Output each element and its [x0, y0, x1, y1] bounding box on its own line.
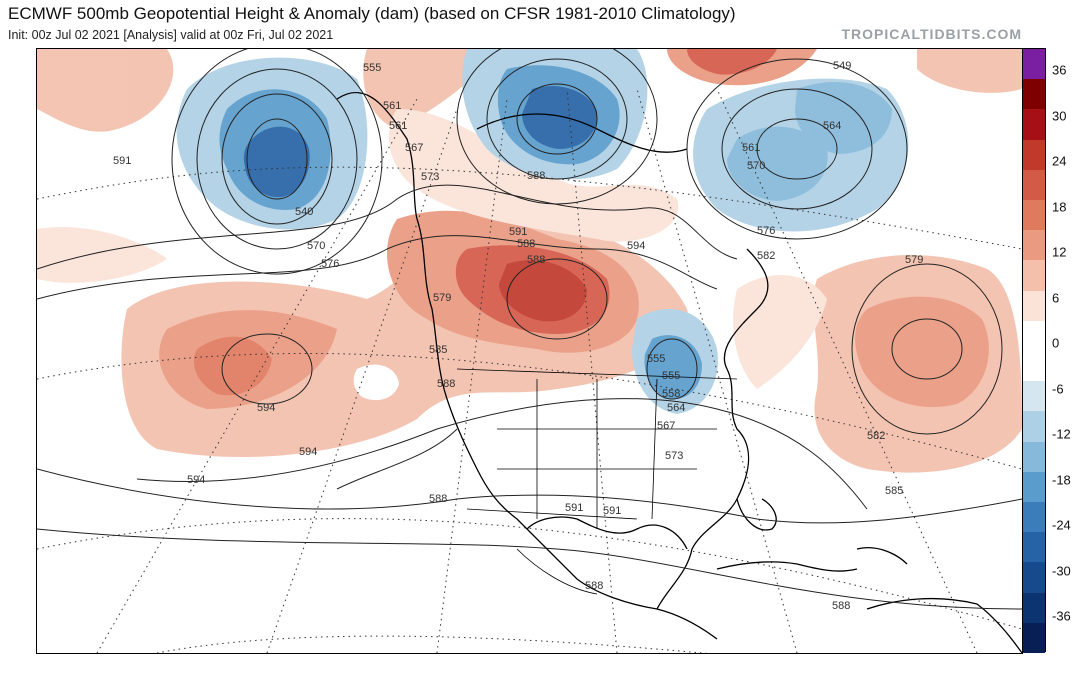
contour-label: 570 [747, 160, 765, 172]
colorbar-label: 30 [1052, 108, 1067, 123]
colorbar-segment [1023, 502, 1045, 533]
contour-label: 555 [662, 370, 680, 382]
colorbar-label: 6 [1052, 290, 1060, 305]
contour-label: 594 [627, 240, 645, 252]
colorbar-segment [1023, 562, 1045, 594]
contour-label: 567 [657, 420, 675, 432]
contour-label: 582 [757, 250, 775, 262]
contour-label: 561 [389, 120, 407, 132]
colorbar-segment [1023, 411, 1045, 443]
colorbar-label: 36 [1052, 62, 1067, 78]
contour-label: 588 [527, 170, 545, 182]
contour-label: 591 [509, 226, 527, 238]
contour-label: 588 [832, 600, 850, 612]
colorbar-segment [1023, 49, 1045, 80]
contour-label: 591 [113, 155, 131, 167]
map-title: ECMWF 500mb Geopotential Height & Anomal… [8, 4, 736, 23]
anomaly-colorbar [1022, 48, 1046, 654]
colorbar-label: 12 [1052, 244, 1067, 260]
colorbar-label: -36 [1052, 608, 1071, 624]
contour-label: 582 [867, 430, 885, 442]
colorbar-label: -18 [1052, 472, 1071, 487]
height-contours [37, 49, 1022, 610]
colorbar-segment [1023, 622, 1045, 654]
colorbar-segment [1023, 169, 1045, 201]
contour-label: 576 [757, 225, 775, 237]
colorbar-segment [1023, 200, 1045, 231]
colorbar-segment [1023, 139, 1045, 171]
contour-label: 564 [823, 120, 841, 132]
contour-label: 555 [647, 353, 665, 365]
contour-label: 591 [603, 505, 621, 517]
contour-label: 594 [299, 446, 317, 458]
colorbar-segment [1023, 441, 1045, 473]
contour-label: 573 [665, 450, 683, 462]
contour-label: 588 [437, 378, 455, 390]
contour-label: 591 [565, 502, 583, 514]
contour-label: 570 [307, 240, 325, 252]
colorbar-segment [1023, 79, 1045, 110]
contour-label: 561 [383, 100, 401, 112]
contour-label: 573 [421, 171, 439, 183]
colorbar-segment [1023, 230, 1045, 261]
map-canvas: 5555615615675735405705765795855885945915… [37, 49, 1022, 653]
colorbar-segment [1023, 290, 1045, 322]
contour-label: 585 [885, 485, 903, 497]
colorbar-segment [1023, 351, 1045, 382]
brand-watermark[interactable]: TROPICALTIDBITS.COM [841, 26, 1022, 42]
colorbar-segment [1023, 592, 1045, 624]
contour-label: 576 [321, 258, 339, 270]
contour-label: 594 [257, 402, 275, 414]
map-subtitle: Init: 00z Jul 02 2021 [Analysis] valid a… [8, 28, 334, 42]
contour-label: 564 [667, 402, 685, 414]
contour-label: 585 [429, 344, 447, 356]
colorbar-label: 0 [1052, 335, 1060, 351]
contour-label: 588 [517, 238, 535, 250]
colorbar-segment [1023, 320, 1045, 352]
colorbar-segment [1023, 471, 1045, 503]
contour-label: 561 [742, 142, 760, 154]
colorbar-segment [1023, 381, 1045, 412]
colorbar-label: -12 [1052, 426, 1071, 442]
weather-map: 555 561 561 567 573 540 570 576 579 585 588 594 591 5… [36, 48, 1023, 654]
lat-lon-grid [37, 88, 1022, 653]
contour-labels: 5555615615675735405705765795855885945915… [113, 60, 923, 612]
colorbar-label: 24 [1052, 153, 1067, 169]
contour-label: 588 [527, 254, 545, 266]
colorbar-label: 18 [1052, 199, 1067, 214]
contour-label: 555 [363, 62, 381, 74]
colorbar-segment [1023, 109, 1045, 141]
colorbar-segment [1023, 260, 1045, 292]
contour-label: 594 [187, 474, 205, 486]
contour-label: 540 [295, 206, 313, 218]
contour-label: 549 [833, 60, 851, 72]
colorbar-label: -30 [1052, 563, 1071, 578]
contour-label: 588 [585, 580, 603, 592]
contour-label: 558 [662, 388, 680, 400]
contour-label: 579 [433, 292, 451, 304]
contour-label: 579 [905, 254, 923, 266]
colorbar-label: -6 [1052, 381, 1064, 396]
colorbar-segment [1023, 532, 1045, 563]
contour-label: 567 [405, 142, 423, 154]
contour-label: 588 [429, 493, 447, 505]
colorbar-label: -24 [1052, 517, 1071, 533]
